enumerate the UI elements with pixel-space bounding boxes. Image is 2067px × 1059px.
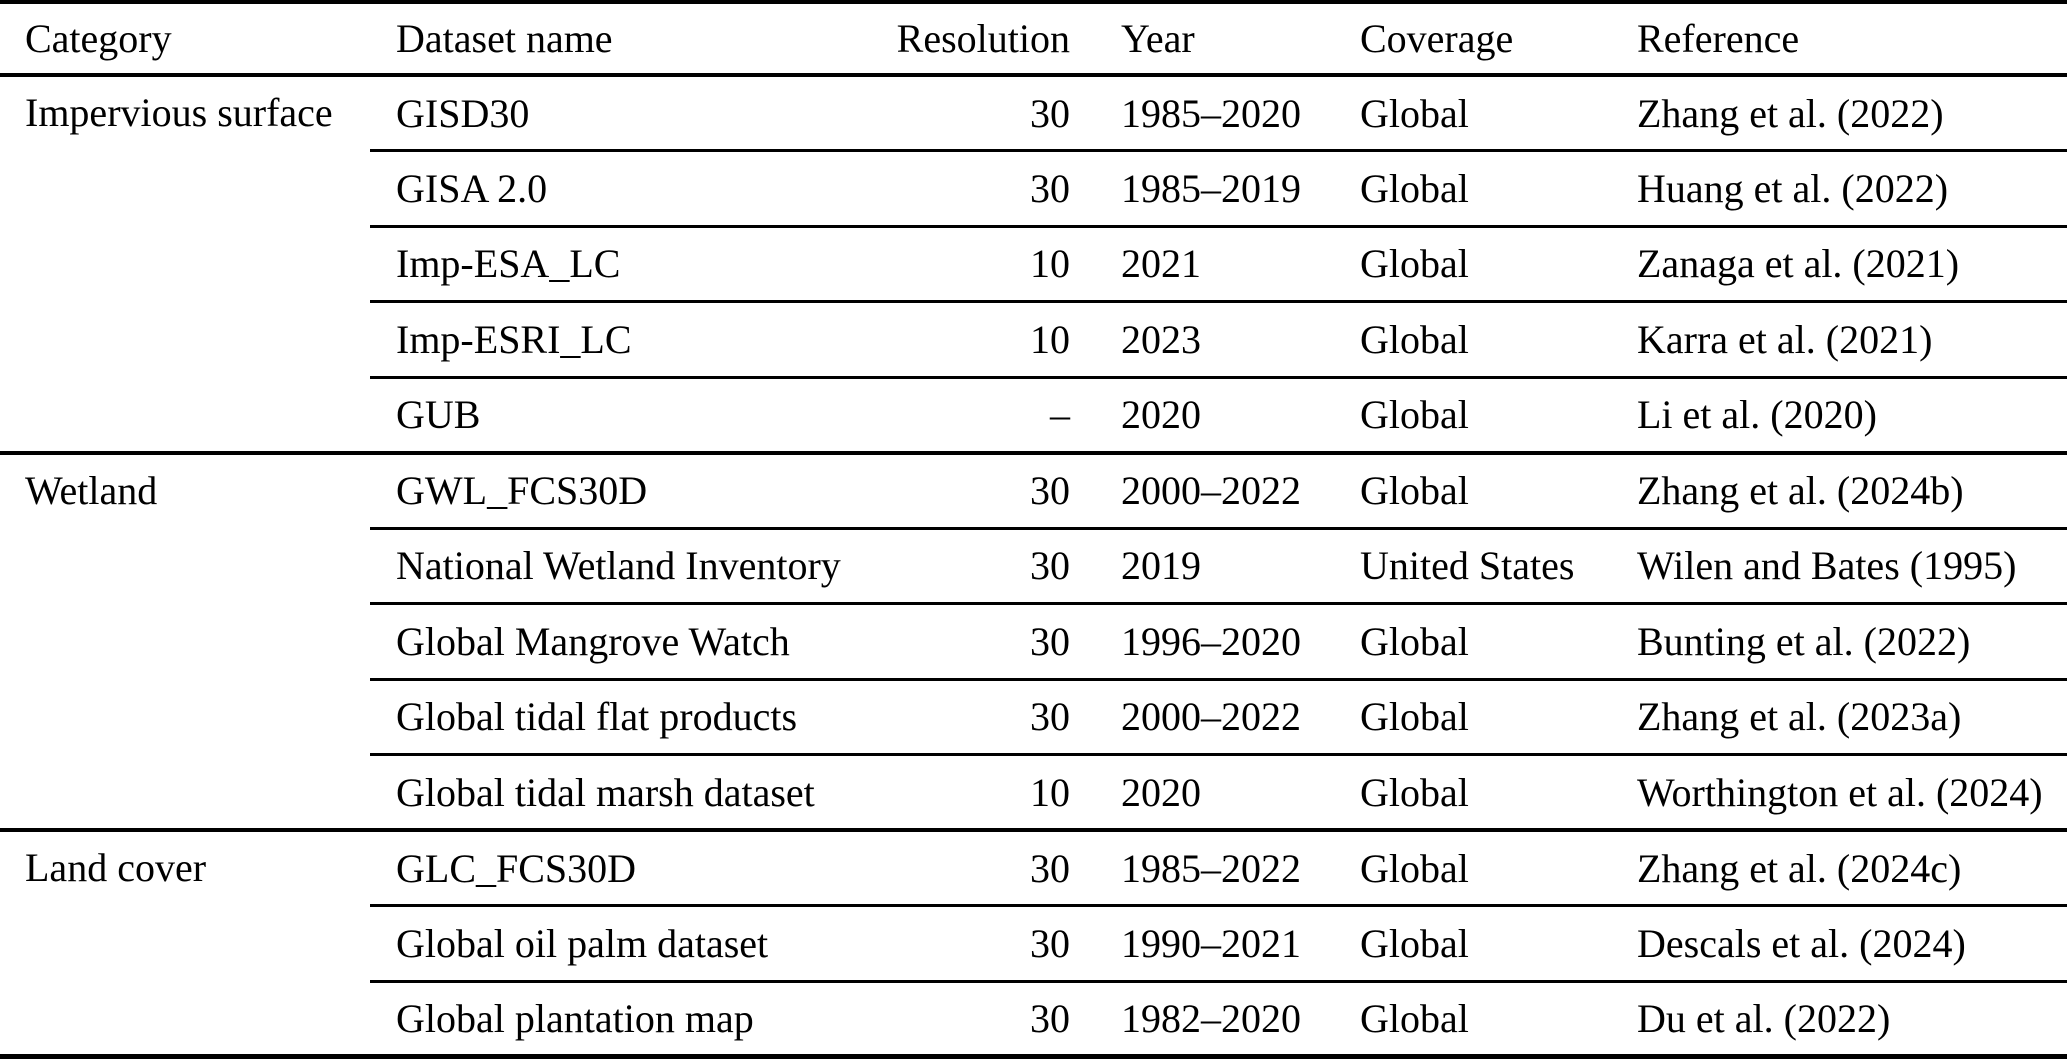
cell-year: 2000–2022 [1072, 450, 1336, 528]
cell-year: 1982–2020 [1072, 979, 1336, 1057]
cell-reference: Bunting et al. (2022) [1612, 602, 2067, 679]
col-header-resolution: Resolution [870, 2, 1072, 77]
cell-resolution: 30 [870, 979, 1072, 1057]
cell-year: 1985–2019 [1072, 149, 1336, 226]
cell-category: Impervious surface [0, 73, 370, 453]
cell-year: 2023 [1072, 300, 1336, 377]
cell-dataset-name: GISA 2.0 [370, 149, 870, 226]
cell-reference: Worthington et al. (2024) [1612, 753, 2067, 830]
cell-reference: Karra et al. (2021) [1612, 300, 2067, 377]
cell-resolution: 30 [870, 904, 1072, 981]
cell-reference: Huang et al. (2022) [1612, 149, 2067, 226]
table-body: Impervious surface GISD30 30 1985–2020 G… [0, 73, 2067, 1057]
cell-reference: Zhang et al. (2023a) [1612, 677, 2067, 755]
table-row: Global plantation map 30 1982–2020 Globa… [0, 979, 2067, 1057]
cell-coverage: United States [1336, 526, 1612, 604]
col-header-coverage: Coverage [1336, 2, 1612, 77]
cell-dataset-name: GUB [370, 375, 870, 453]
cell-year: 2020 [1072, 375, 1336, 453]
cell-reference: Zhang et al. (2024c) [1612, 828, 2067, 906]
cell-year: 2019 [1072, 526, 1336, 604]
cell-reference: Zhang et al. (2022) [1612, 73, 2067, 151]
cell-year: 2021 [1072, 224, 1336, 302]
cell-resolution: 30 [870, 602, 1072, 679]
cell-dataset-name: Global tidal marsh dataset [370, 753, 870, 830]
cell-resolution: 10 [870, 224, 1072, 302]
cell-reference: Du et al. (2022) [1612, 979, 2067, 1057]
cell-coverage: Global [1336, 224, 1612, 302]
table-row: Impervious surface GISD30 30 1985–2020 G… [0, 73, 2067, 453]
cell-dataset-name: Global plantation map [370, 979, 870, 1057]
cell-coverage: Global [1336, 828, 1612, 906]
cell-year: 2000–2022 [1072, 677, 1336, 755]
table-row: Global tidal flat products 30 2000–2022 … [0, 677, 2067, 755]
cell-resolution: 10 [870, 300, 1072, 377]
col-header-year: Year [1072, 2, 1336, 77]
cell-coverage: Global [1336, 375, 1612, 453]
cell-coverage: Global [1336, 602, 1612, 679]
cell-coverage: Global [1336, 677, 1612, 755]
table-row: Global tidal marsh dataset 10 2020 Globa… [0, 753, 2067, 830]
table-row: Wetland GWL_FCS30D 30 2000–2022 Global Z… [0, 450, 2067, 830]
cell-resolution: 10 [870, 753, 1072, 830]
cell-reference: Zhang et al. (2024b) [1612, 450, 2067, 528]
cell-dataset-name: Global oil palm dataset [370, 904, 870, 981]
cell-reference: Wilen and Bates (1995) [1612, 526, 2067, 604]
table-row: Imp-ESA_LC 10 2021 Global Zanaga et al. … [0, 224, 2067, 302]
cell-resolution: 30 [870, 526, 1072, 604]
cell-resolution: 30 [870, 677, 1072, 755]
cell-dataset-name: GISD30 [370, 73, 870, 151]
cell-coverage: Global [1336, 904, 1612, 981]
cell-year: 1985–2022 [1072, 828, 1336, 906]
table-row: National Wetland Inventory 30 2019 Unite… [0, 526, 2067, 604]
cell-coverage: Global [1336, 979, 1612, 1057]
table-header: Category Dataset name Resolution Year Co… [0, 2, 2067, 77]
cell-coverage: Global [1336, 300, 1612, 377]
cell-coverage: Global [1336, 450, 1612, 528]
cell-dataset-name: National Wetland Inventory [370, 526, 870, 604]
cell-reference: Descals et al. (2024) [1612, 904, 2067, 981]
cell-dataset-name: GWL_FCS30D [370, 450, 870, 528]
cell-resolution: 30 [870, 73, 1072, 151]
cell-category: Land cover [0, 828, 370, 1057]
cell-resolution: 30 [870, 828, 1072, 906]
cell-dataset-name: Imp-ESA_LC [370, 224, 870, 302]
cell-resolution: – [870, 375, 1072, 453]
cell-reference: Li et al. (2020) [1612, 375, 2067, 453]
cell-dataset-name: Global Mangrove Watch [370, 602, 870, 679]
cell-coverage: Global [1336, 73, 1612, 151]
cell-year: 2020 [1072, 753, 1336, 830]
table-row: Imp-ESRI_LC 10 2023 Global Karra et al. … [0, 300, 2067, 377]
cell-coverage: Global [1336, 753, 1612, 830]
table-row: Global Mangrove Watch 30 1996–2020 Globa… [0, 602, 2067, 679]
cell-year: 1996–2020 [1072, 602, 1336, 679]
cell-dataset-name: Imp-ESRI_LC [370, 300, 870, 377]
col-header-category: Category [0, 2, 370, 77]
table-row: Global oil palm dataset 30 1990–2021 Glo… [0, 904, 2067, 981]
col-header-dataset-name: Dataset name [370, 2, 870, 77]
cell-category: Wetland [0, 450, 370, 830]
table-row: GUB – 2020 Global Li et al. (2020) [0, 375, 2067, 453]
cell-year: 1985–2020 [1072, 73, 1336, 151]
header-row: Category Dataset name Resolution Year Co… [0, 2, 2067, 77]
cell-dataset-name: GLC_FCS30D [370, 828, 870, 906]
cell-resolution: 30 [870, 450, 1072, 528]
table-row: GISA 2.0 30 1985–2019 Global Huang et al… [0, 149, 2067, 226]
col-header-reference: Reference [1612, 2, 2067, 77]
table-row: Land cover GLC_FCS30D 30 1985–2022 Globa… [0, 828, 2067, 1057]
cell-dataset-name: Global tidal flat products [370, 677, 870, 755]
cell-year: 1990–2021 [1072, 904, 1336, 981]
cell-resolution: 30 [870, 149, 1072, 226]
cell-coverage: Global [1336, 149, 1612, 226]
cell-reference: Zanaga et al. (2021) [1612, 224, 2067, 302]
